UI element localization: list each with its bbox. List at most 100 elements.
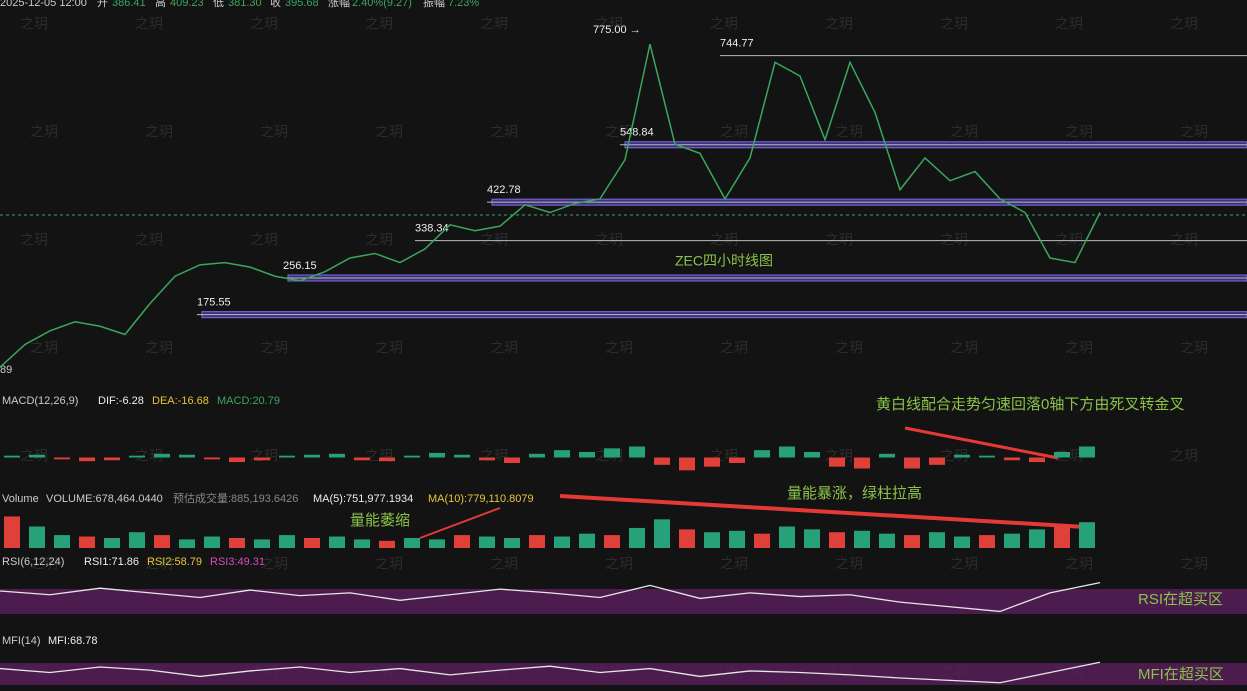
level-label: 175.55 [197,297,231,309]
watermark: 之玥 [375,340,403,356]
watermark: 之玥 [710,16,738,32]
label: 振幅 [423,0,445,9]
macd-bar [654,457,670,465]
macd-bar [779,446,795,458]
arrow [904,426,1059,460]
ma5: MA(5):751,977.1934 [313,493,413,505]
watermark: 之玥 [480,448,508,464]
annotation: MFI在超买区 [1138,666,1224,683]
macd-bar [529,453,545,458]
dea: DEA:-16.68 [152,395,209,407]
macd-title: MACD(12,26,9) [2,395,78,407]
watermark: 之玥 [825,232,853,248]
macd-bar [329,453,345,458]
watermark: 之玥 [480,232,508,248]
level-label: 422.78 [487,184,521,196]
volume-bar [679,529,695,548]
watermark: 之玥 [250,232,278,248]
macd-bar [554,450,570,458]
watermark: 之玥 [1180,340,1208,356]
mfi-value: MFI:68.78 [48,635,98,647]
volume-bar [604,535,620,548]
volume-bar [579,533,595,548]
macd-bar [1029,457,1045,463]
watermark: 之玥 [145,556,173,572]
annotation: 量能萎缩 [350,512,410,529]
annotation: RSI在超买区 [1138,591,1223,608]
price-line [0,43,1101,368]
watermark: 之玥 [30,556,58,572]
macd-bar [54,457,70,460]
rsi2: RSI2:58.79 [147,556,202,568]
macd-bar [704,457,720,467]
volume-bar [529,535,545,548]
macd-bar [129,455,145,458]
watermark: 之玥 [605,124,633,140]
macd-bar [879,453,895,458]
volume-bar [454,535,470,548]
watermark: 之玥 [1170,448,1198,464]
rsi1: RSI1:71.86 [84,556,139,568]
arrow [559,494,1086,529]
watermark: 之玥 [825,16,853,32]
macd-bar [804,452,820,458]
watermark: 之玥 [720,340,748,356]
macd-bar [154,453,170,458]
volume-bar [479,536,495,548]
watermark: 之玥 [20,232,48,248]
macd-bar [254,457,270,461]
watermark: 之玥 [1055,232,1083,248]
label: 高 [155,0,166,9]
watermark: 之玥 [490,556,518,572]
macd-bar [404,455,420,458]
watermark: 之玥 [375,556,403,572]
macd-bar [479,457,495,461]
volume-bar [854,530,870,548]
value: 395.68 [285,0,319,9]
mfi-title: MFI(14) [2,635,41,647]
label: 开 [97,0,108,9]
watermark: 之玥 [835,556,863,572]
watermark: 之玥 [1065,124,1093,140]
macd-bar [229,457,245,463]
watermark: 之玥 [365,448,393,464]
macd-bar [79,457,95,462]
watermark: 之玥 [605,556,633,572]
macd-bar [754,450,770,458]
watermark: 之玥 [1055,16,1083,32]
watermark: 之玥 [1065,556,1093,572]
volume-bar [629,527,645,548]
watermark: 之玥 [595,232,623,248]
watermark: 之玥 [710,232,738,248]
watermark: 之玥 [720,556,748,572]
value: 409.23 [170,0,204,9]
level-label: 256.15 [283,260,317,272]
volume-title: Volume [2,493,39,505]
volume-bar [1004,533,1020,548]
volume-bar [429,539,445,548]
watermark: 之玥 [135,16,163,32]
watermark: 之玥 [250,16,278,32]
watermark: 之玥 [1180,124,1208,140]
volume-bar [279,535,295,548]
edge-label: 89 [0,364,12,376]
volume-bar [879,533,895,548]
watermark: 之玥 [135,448,163,464]
watermark: 之玥 [835,340,863,356]
volume-bar [4,516,20,548]
macd-bar [929,457,945,465]
macd-bar [904,457,920,469]
dif: DIF:-6.28 [98,395,144,407]
watermark: 之玥 [720,124,748,140]
macd-bar [304,454,320,458]
level-label: 744.77 [720,38,754,50]
volume-bar [254,539,270,548]
macd-value: MACD:20.79 [217,395,280,407]
volume-bar [179,539,195,548]
watermark: 之玥 [365,16,393,32]
annotation: 量能暴涨，绿柱拉高 [787,485,922,502]
macd-bar [679,457,695,471]
macd-bar [29,454,45,458]
value: 381.30 [228,0,262,9]
macd-bar [729,457,745,463]
